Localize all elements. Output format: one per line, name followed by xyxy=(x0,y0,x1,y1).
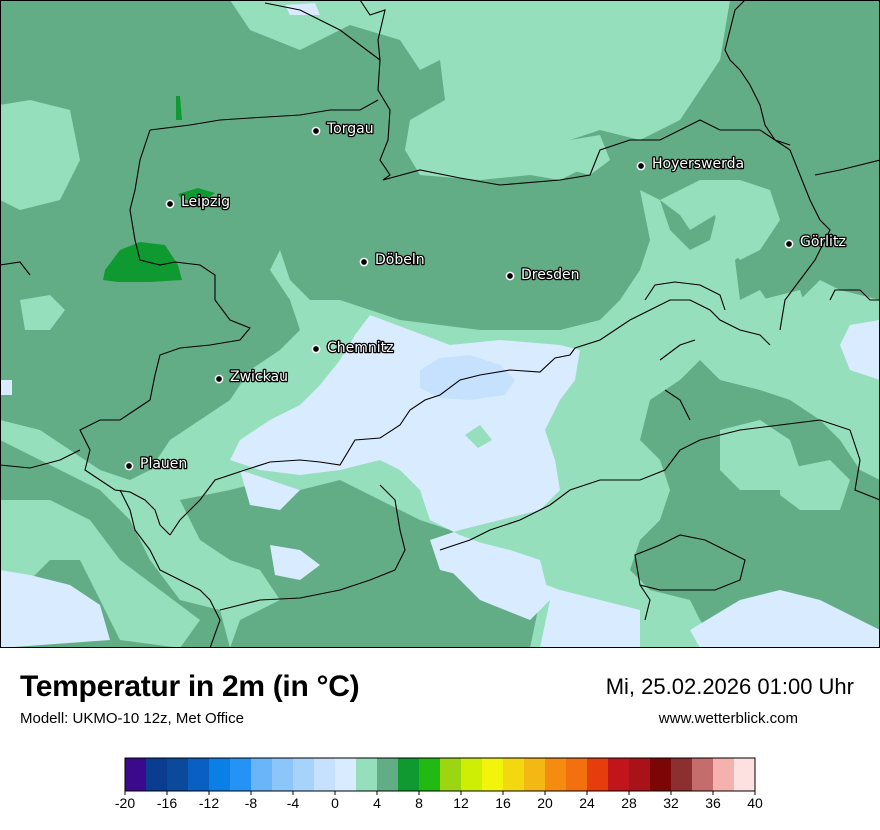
legend-swatch xyxy=(125,758,147,791)
legend-swatch xyxy=(188,758,210,791)
legend-swatch xyxy=(251,758,273,791)
legend-swatch xyxy=(524,758,546,791)
city-label-doebeln: Döbeln xyxy=(375,252,425,268)
legend-tick-label: 24 xyxy=(579,795,595,811)
legend-tick-label: -16 xyxy=(157,795,177,811)
city-label-leipzig: Leipzig xyxy=(181,194,230,210)
legend-ticks: -20 -16 -12 -8 -4 0 4 8 12 16 20 24 28 32 36 40 xyxy=(115,791,763,811)
city-label-plauen: Plauen xyxy=(140,456,187,472)
legend-tick-label: 16 xyxy=(495,795,511,811)
legend-swatch xyxy=(692,758,714,791)
legend-swatch xyxy=(230,758,252,791)
city-chemnitz[interactable]: Chemnitz xyxy=(311,339,395,357)
legend-swatch xyxy=(377,758,399,791)
city-label-goerlitz: Görlitz xyxy=(800,234,846,250)
legend-swatch xyxy=(398,758,420,791)
city-label-chemnitz: Chemnitz xyxy=(327,340,394,356)
legend-swatch xyxy=(272,758,294,791)
legend-swatch xyxy=(314,758,336,791)
legend-swatch xyxy=(671,758,693,791)
city-zwickau[interactable]: Zwickau xyxy=(214,368,289,386)
city-hoyerswerda[interactable]: Hoyerswerda xyxy=(636,155,745,173)
map-title: Temperatur in 2m (in °C) xyxy=(20,670,360,703)
city-goerlitz[interactable]: Görlitz xyxy=(784,233,847,251)
legend-swatch xyxy=(293,758,315,791)
city-label-torgau: Torgau xyxy=(326,121,374,137)
legend-tick-label: 8 xyxy=(415,795,423,811)
legend-tick-label: 0 xyxy=(331,795,339,811)
legend-swatch xyxy=(650,758,672,791)
color-legend: -20 -16 -12 -8 -4 0 4 8 12 16 20 24 28 32 36 40 xyxy=(115,757,763,811)
city-torgau[interactable]: Torgau xyxy=(311,120,375,138)
state-borders xyxy=(0,0,880,648)
temperature-map: Torgau Hoyerswerda Leipzig Görlitz Döbel… xyxy=(0,0,880,648)
legend-swatch xyxy=(629,758,651,791)
legend-tick-label: 32 xyxy=(663,795,679,811)
legend-swatch xyxy=(419,758,441,791)
legend-swatch xyxy=(440,758,462,791)
temperature-band-6-8 xyxy=(103,96,215,282)
legend-swatch xyxy=(209,758,231,791)
forecast-datetime: Mi, 25.02.2026 01:00 Uhr xyxy=(605,674,854,699)
legend-swatch xyxy=(608,758,630,791)
legend-swatch xyxy=(587,758,609,791)
legend-tick-label: -12 xyxy=(199,795,219,811)
legend-swatch xyxy=(713,758,735,791)
temperature-band-minus2-0 xyxy=(420,355,515,400)
city-label-dresden: Dresden xyxy=(521,267,580,283)
legend-tick-label: 20 xyxy=(537,795,553,811)
legend-swatch xyxy=(734,758,756,791)
city-dresden[interactable]: Dresden xyxy=(505,266,581,284)
website-link[interactable]: www.wetterblick.com xyxy=(658,710,798,727)
legend-tick-label: -8 xyxy=(245,795,258,811)
legend-swatch xyxy=(566,758,588,791)
legend-swatch xyxy=(356,758,378,791)
city-label-zwickau: Zwickau xyxy=(230,369,288,385)
legend-swatch xyxy=(335,758,357,791)
legend-tick-label: 36 xyxy=(705,795,721,811)
city-markers: Torgau Hoyerswerda Leipzig Görlitz Döbel… xyxy=(124,120,847,473)
city-doebeln[interactable]: Döbeln xyxy=(359,251,426,269)
legend-swatch xyxy=(167,758,189,791)
legend-tick-label: 12 xyxy=(453,795,469,811)
legend-tick-label: 28 xyxy=(621,795,637,811)
legend-frame xyxy=(124,757,756,792)
legend-swatch xyxy=(503,758,525,791)
legend-swatch xyxy=(146,758,168,791)
legend-tick-label: -4 xyxy=(287,795,300,811)
city-plauen[interactable]: Plauen xyxy=(124,455,189,473)
legend-swatch xyxy=(545,758,567,791)
legend-swatch xyxy=(461,758,483,791)
legend-tick-label: 40 xyxy=(747,795,763,811)
legend-swatches xyxy=(125,758,756,791)
temperature-band-0-2 xyxy=(0,3,880,648)
city-label-hoyerswerda: Hoyerswerda xyxy=(652,156,744,172)
model-info: Modell: UKMO-10 12z, Met Office xyxy=(20,710,244,727)
legend-swatch xyxy=(482,758,504,791)
temperature-pocket xyxy=(465,425,492,448)
legend-tick-label: 4 xyxy=(373,795,381,811)
city-leipzig[interactable]: Leipzig xyxy=(165,193,231,211)
temperature-band-2-4 xyxy=(0,100,850,510)
legend-tick-label: -20 xyxy=(115,795,135,811)
